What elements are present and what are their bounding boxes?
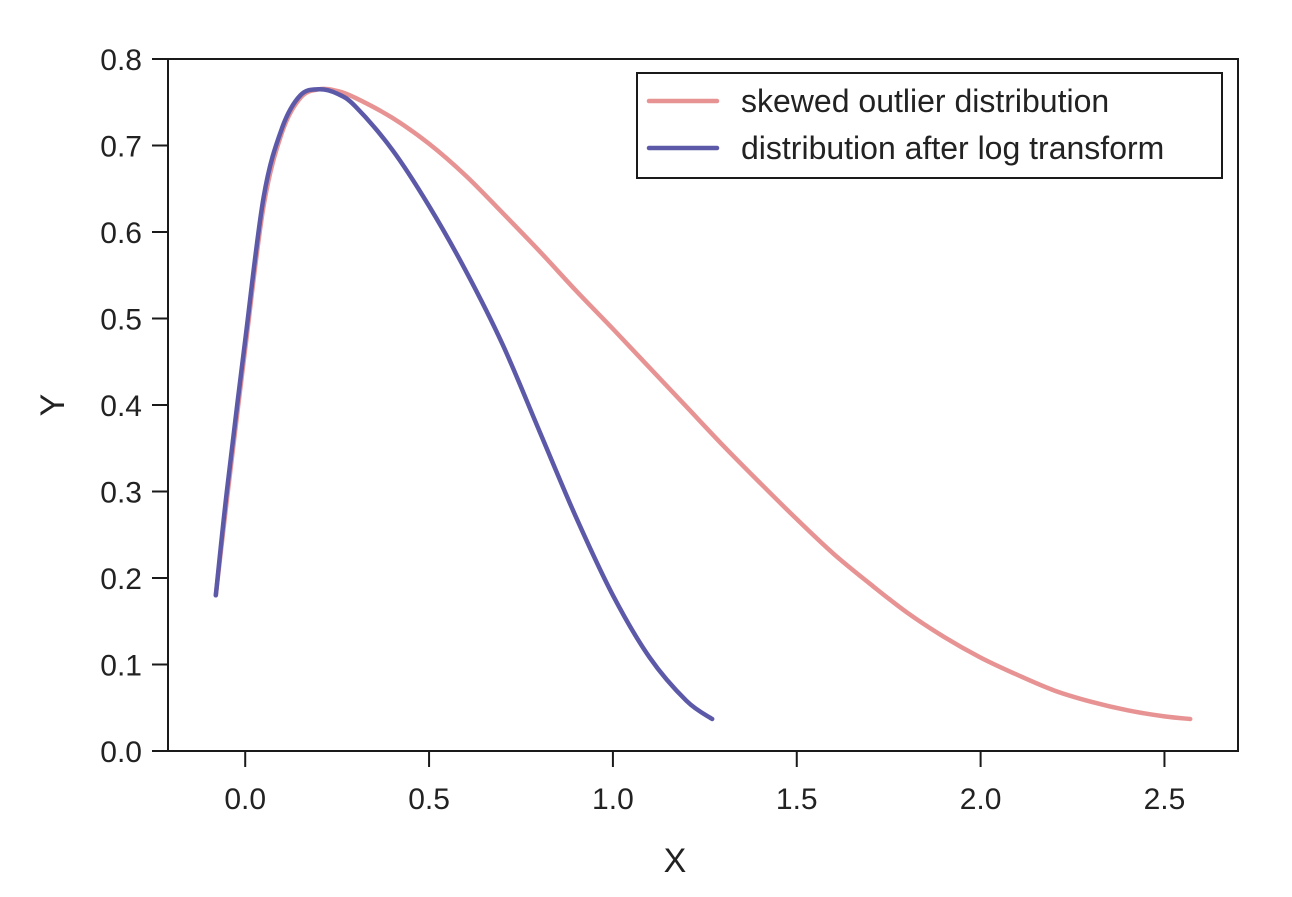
x-tick-label: 2.0	[960, 783, 1002, 816]
y-tick-label: 0.8	[100, 44, 142, 77]
y-tick-label: 0.6	[100, 217, 142, 250]
legend: skewed outlier distribution distribution …	[636, 72, 1223, 179]
y-tick-label: 0.5	[100, 304, 142, 337]
x-tick-label: 1.5	[776, 783, 818, 816]
x-tick-label: 1.0	[592, 783, 634, 816]
x-tick-label: 2.5	[1144, 783, 1186, 816]
x-tick-label: 0.0	[224, 783, 266, 816]
y-tick-label: 0.0	[100, 736, 142, 769]
legend-box	[636, 72, 1223, 179]
y-axis-title: Y	[34, 394, 72, 417]
series-line-skewed-outlier-distribution	[213, 86, 1193, 722]
legend-label-distribution-after-log-transform: distribution after log transform	[741, 130, 1164, 166]
series-lines	[213, 86, 1193, 722]
x-axis-title: X	[664, 842, 687, 880]
series-line-distribution-after-log-transform	[213, 87, 715, 722]
y-tick-label: 0.1	[100, 650, 142, 683]
y-tick-label: 0.4	[100, 390, 142, 423]
y-tick-label: 0.3	[100, 477, 142, 510]
y-tick-label: 0.2	[100, 563, 142, 596]
legend-label-skewed-outlier-distribution: skewed outlier distribution	[741, 83, 1109, 119]
x-tick-label: 0.5	[408, 783, 450, 816]
axes: 0.0 0.1 0.2 0.3 0.4 0.5 0.6 0.7 0.8 0.0 0.5 1.0 1.5 2…	[34, 44, 1239, 880]
y-tick-label: 0.7	[100, 131, 142, 164]
